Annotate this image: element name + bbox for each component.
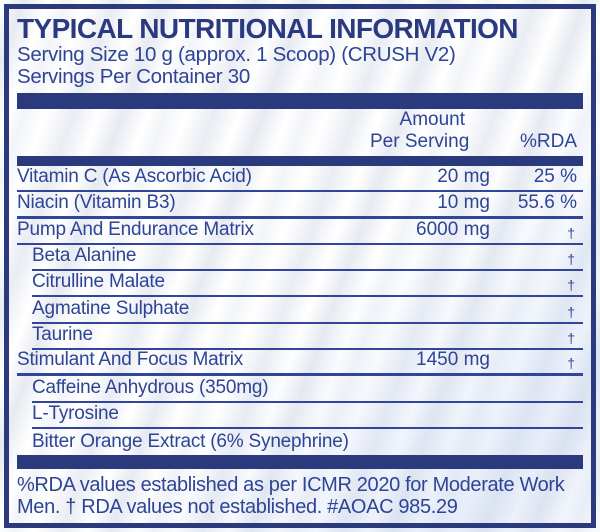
ingredient-name: Caffeine Anhydrous (350mg) — [32, 376, 269, 398]
separator-bar-header — [17, 156, 583, 166]
label-frame: TYPICAL NUTRITIONAL INFORMATION Serving … — [4, 4, 596, 528]
separator-bar-top — [17, 93, 583, 109]
ingredient-name: Vitamin C (As Ascorbic Acid) — [17, 166, 252, 188]
ingredient-name: Beta Alanine — [32, 245, 137, 267]
rda-header: %RDA — [519, 131, 577, 152]
column-header-line2: Per Serving %RDA — [17, 131, 583, 153]
table-row: Agmatine Sulphate † — [32, 297, 583, 324]
table-row: Citrulline Malate † — [32, 271, 583, 298]
separator-bar-bottom — [17, 455, 583, 470]
table-row: Beta Alanine † — [32, 245, 583, 272]
ingredient-name: Citrulline Malate — [32, 271, 165, 293]
ingredient-name: Niacin (Vitamin B3) — [17, 191, 176, 213]
footnote-line1: %RDA values established as per ICMR 2020… — [17, 474, 565, 497]
ingredient-name: Pump And Endurance Matrix — [17, 218, 254, 240]
serving-size-text: Serving Size 10 g (approx. 1 Scoop) (CRU… — [17, 43, 456, 66]
ingredient-name: Agmatine Sulphate — [32, 297, 190, 319]
table-row: Taurine † — [32, 324, 583, 351]
rda-value: † — [567, 330, 575, 347]
amount-value: 20 mg — [437, 166, 490, 188]
table-row: Niacin (Vitamin B3) 10 mg 55.6 % — [17, 191, 583, 219]
rda-value: † — [567, 251, 575, 268]
ingredient-name: Bitter Orange Extract (6% Synephrine) — [32, 431, 349, 453]
amount-value: 1450 mg — [416, 349, 490, 371]
rda-value: † — [567, 355, 575, 372]
servings-per-container-text: Servings Per Container 30 — [17, 65, 250, 88]
label-title: TYPICAL NUTRITIONAL INFORMATION — [17, 13, 519, 44]
amount-header-line1: Amount — [399, 109, 465, 130]
rda-value: † — [567, 224, 575, 241]
footnote-line2: Men. † RDA values not established. #AOAC… — [17, 496, 458, 519]
table-row: L-Tyrosine — [32, 403, 583, 429]
table-row: Caffeine Anhydrous (350mg) — [32, 376, 583, 403]
table-row: Stimulant And Focus Matrix 1450 mg † — [17, 349, 583, 377]
ingredient-name: Stimulant And Focus Matrix — [17, 349, 244, 371]
rda-value: † — [567, 303, 575, 320]
amount-value: 6000 mg — [416, 218, 490, 240]
rda-value: 55.6 % — [517, 191, 577, 213]
rda-value: † — [567, 277, 575, 294]
nutrient-table: Vitamin C (As Ascorbic Acid) 20 mg 25 % … — [17, 166, 583, 455]
table-row: Bitter Orange Extract (6% Synephrine) — [32, 429, 583, 455]
amount-value: 10 mg — [437, 191, 490, 213]
amount-header-line2: Per Serving — [370, 131, 470, 152]
ingredient-name: L-Tyrosine — [32, 402, 119, 424]
rda-value: 25 % — [533, 166, 577, 188]
table-row: Pump And Endurance Matrix 6000 mg † — [17, 219, 583, 245]
table-row: Vitamin C (As Ascorbic Acid) 20 mg 25 % — [17, 166, 583, 193]
column-header-line1: Amount — [17, 109, 583, 131]
ingredient-name: Taurine — [32, 324, 93, 346]
